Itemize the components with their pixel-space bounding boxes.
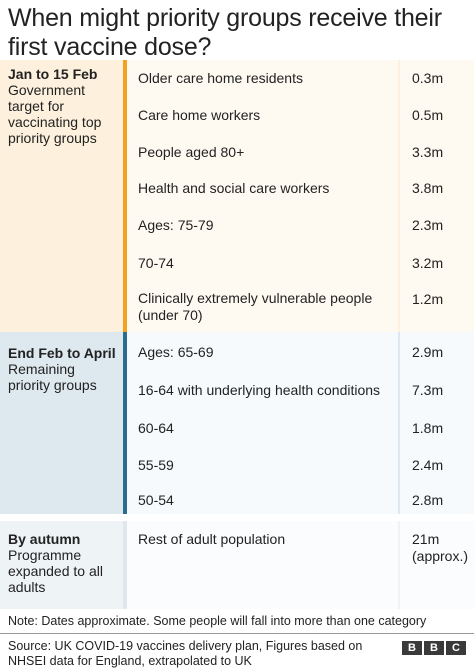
period-info: End Feb to April Remaining priority grou… bbox=[8, 345, 120, 393]
group-label: Ages: 65-69 bbox=[138, 344, 214, 360]
group-value: 3.8m bbox=[412, 180, 444, 196]
section-by-autumn: By autumn Programme expanded to all adul… bbox=[0, 521, 474, 609]
group-label: 16-64 with underlying health conditions bbox=[138, 382, 381, 398]
source-text: Source: UK COVID-19 vaccines delivery pl… bbox=[8, 639, 363, 668]
logo-letter: B bbox=[424, 641, 444, 655]
footnote: Note: Dates approximate. Some people wil… bbox=[8, 614, 427, 628]
period-title: By autumn bbox=[8, 531, 81, 547]
group-label: 50-54 bbox=[138, 492, 174, 508]
period-info: By autumn Programme expanded to all adul… bbox=[8, 531, 120, 595]
bbc-logo: B B C bbox=[402, 641, 466, 655]
value-column: 2.9m 7.3m 1.8m 2.4m 2.8m bbox=[400, 332, 474, 514]
divider bbox=[0, 633, 474, 634]
group-value: 3.3m bbox=[412, 144, 444, 160]
logo-letter: B bbox=[402, 641, 422, 655]
group-value: 2.9m bbox=[412, 344, 444, 360]
group-value: 0.5m bbox=[412, 107, 444, 123]
logo-letter: C bbox=[446, 641, 466, 655]
group-value: 2.3m bbox=[412, 217, 444, 233]
group-label: Care home workers bbox=[138, 107, 261, 123]
group-label: People aged 80+ bbox=[138, 144, 245, 160]
group-label: 55-59 bbox=[138, 457, 174, 473]
group-column: Older care home residents Care home work… bbox=[123, 60, 398, 332]
group-value: 21m (approx.) bbox=[412, 531, 469, 564]
period-info: Jan to 15 Feb Government target for vacc… bbox=[8, 66, 120, 146]
group-value: 1.8m bbox=[412, 420, 444, 436]
group-value: 1.2m bbox=[412, 291, 444, 307]
group-label: 70-74 bbox=[138, 255, 174, 271]
period-title: End Feb to April bbox=[8, 345, 116, 361]
value-column: 0.3m 0.5m 3.3m 3.8m 2.3m 3.2m 1.2m bbox=[400, 60, 474, 332]
group-label: Health and social care workers bbox=[138, 180, 330, 196]
group-label: 60-64 bbox=[138, 420, 174, 436]
group-value: 3.2m bbox=[412, 255, 444, 271]
group-value: 2.8m bbox=[412, 492, 444, 508]
group-label: Ages: 75-79 bbox=[138, 217, 214, 233]
group-value: 2.4m bbox=[412, 457, 444, 473]
group-label: Rest of adult population bbox=[138, 531, 286, 547]
section-jan-to-15-feb: Jan to 15 Feb Government target for vacc… bbox=[0, 60, 474, 332]
period-description: Programme expanded to all adults bbox=[8, 547, 103, 595]
group-label: Older care home residents bbox=[138, 70, 303, 86]
value-column: 21m (approx.) bbox=[400, 521, 474, 609]
group-label: Clinically extremely vulnerable people (… bbox=[138, 290, 373, 323]
group-value: 7.3m bbox=[412, 382, 444, 398]
period-description: Government target for vaccinating top pr… bbox=[8, 82, 102, 146]
period-description: Remaining priority groups bbox=[8, 361, 97, 393]
period-title: Jan to 15 Feb bbox=[8, 66, 98, 82]
group-column: Rest of adult population bbox=[123, 521, 398, 609]
group-column: Ages: 65-69 16-64 with underlying health… bbox=[123, 332, 398, 514]
group-value: 0.3m bbox=[412, 70, 444, 86]
page-title: When might priority groups receive their… bbox=[8, 4, 442, 61]
section-end-feb-to-april: End Feb to April Remaining priority grou… bbox=[0, 332, 474, 514]
